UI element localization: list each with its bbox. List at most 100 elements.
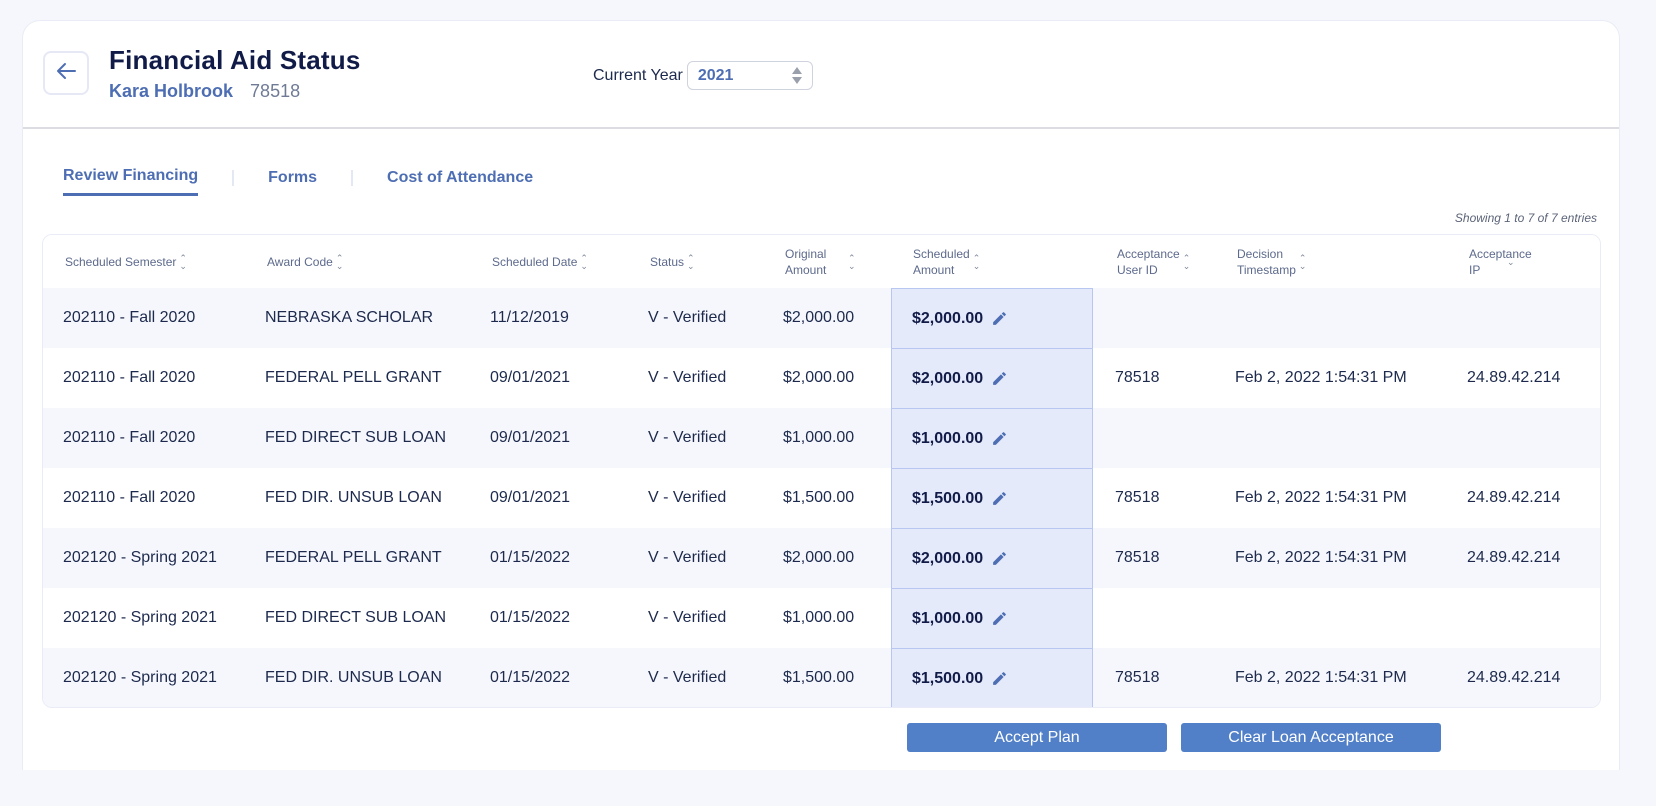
back-button[interactable] (43, 51, 89, 95)
cell-semester: 202110 - Fall 2020 (63, 429, 196, 446)
tab-cost-of-attendance[interactable]: Cost of Attendance (387, 168, 534, 186)
current-year-label: Current Year (593, 66, 683, 84)
column-header-acceptance-user-id[interactable]: Acceptance User ID ⌃ ⌄ (1117, 246, 1191, 277)
table-row: 202110 - Fall 2020 NEBRASKA SCHOLAR 11/1… (43, 288, 1600, 348)
scheduled-amount-value: $1,500.00 (912, 489, 984, 507)
column-header-award-code[interactable]: Award Code ⌃ ⌄ (267, 252, 344, 271)
accept-plan-button[interactable]: Accept Plan (907, 723, 1167, 752)
cell-semester: 202110 - Fall 2020 (63, 369, 196, 386)
current-year-value: 2021 (697, 66, 734, 84)
scheduled-amount-value: $2,000.00 (912, 549, 984, 567)
sort-icon[interactable]: ⌃ ⌄ (848, 252, 856, 271)
table-row: 202110 - Fall 2020 FED DIR. UNSUB LOAN 0… (43, 468, 1600, 528)
sort-icon[interactable]: ⌃ ⌄ (580, 252, 588, 271)
cell-acceptance-user-id: 78518 (1115, 369, 1160, 386)
page-header: Financial Aid Status Kara Holbrook 78518… (23, 21, 1619, 129)
spinner-down-icon[interactable] (791, 77, 802, 84)
cell-original-amount: $1,500.00 (783, 489, 855, 506)
cell-award-code: NEBRASKA SCHOLAR (265, 309, 434, 326)
pencil-icon[interactable] (991, 550, 1008, 567)
cell-decision-timestamp: Feb 2, 2022 1:54:31 PM (1235, 549, 1407, 566)
cell-scheduled-amount[interactable]: $1,000.00 (891, 588, 1093, 648)
cell-award-code: FED DIRECT SUB LOAN (265, 429, 447, 446)
sort-icon[interactable]: ⌃ ⌄ (1182, 252, 1191, 271)
pencil-icon[interactable] (991, 490, 1008, 507)
student-id: 78518 (250, 81, 301, 101)
cell-status: V - Verified (648, 609, 727, 626)
page-title: Financial Aid Status (109, 45, 361, 75)
sort-icon[interactable]: ⌃ ⌄ (335, 252, 344, 271)
column-header-original-amount[interactable]: Original Amount ⌃ ⌄ (785, 246, 856, 277)
pencil-icon[interactable] (991, 430, 1008, 447)
cell-original-amount: $2,000.00 (783, 309, 855, 326)
pencil-icon[interactable] (991, 610, 1008, 627)
cell-decision-timestamp: Feb 2, 2022 1:54:31 PM (1235, 669, 1407, 686)
entries-count: Showing 1 to 7 of 7 entries (1454, 211, 1597, 225)
cell-status: V - Verified (648, 369, 727, 386)
cell-acceptance-ip: 24.89.42.214 (1467, 549, 1561, 566)
current-year-select[interactable]: 2021 (686, 61, 813, 90)
pencil-icon[interactable] (991, 310, 1008, 327)
column-header-decision-timestamp[interactable]: Decision Timestamp ⌃ ⌄ (1237, 246, 1307, 277)
cell-scheduled-amount[interactable]: $2,000.00 (891, 528, 1093, 588)
cell-status: V - Verified (648, 309, 727, 326)
financing-table: Scheduled Semester ⌃ ⌄ Award Code ⌃ ⌄ Schedu… (42, 234, 1601, 708)
current-year-control: Current Year 2021 (593, 61, 813, 90)
cell-original-amount: $1,500.00 (783, 669, 855, 686)
cell-award-code: FEDERAL PELL GRANT (265, 549, 442, 566)
tab-forms[interactable]: Forms (268, 168, 318, 186)
cell-scheduled-amount[interactable]: $2,000.00 (891, 348, 1093, 408)
cell-scheduled-date: 01/15/2022 (490, 669, 571, 686)
cell-semester: 202110 - Fall 2020 (63, 489, 196, 506)
cell-scheduled-amount[interactable]: $1,000.00 (891, 408, 1093, 468)
scheduled-amount-value: $1,000.00 (912, 609, 984, 627)
spinner-arrows-icon[interactable] (791, 67, 802, 84)
cell-scheduled-date: 11/12/2019 (490, 309, 569, 326)
column-header-scheduled-date[interactable]: Scheduled Date ⌃ ⌄ (492, 252, 588, 271)
cell-status: V - Verified (648, 429, 727, 446)
cell-acceptance-user-id: 78518 (1115, 549, 1160, 566)
pencil-icon[interactable] (991, 670, 1008, 687)
cell-award-code: FED DIRECT SUB LOAN (265, 609, 447, 626)
table-row: 202110 - Fall 2020 FED DIRECT SUB LOAN 0… (43, 408, 1600, 468)
column-header-status[interactable]: Status ⌃ ⌄ (650, 252, 695, 271)
tab-review-financing[interactable]: Review Financing (63, 167, 199, 196)
cell-original-amount: $1,000.00 (783, 609, 855, 626)
sort-icon[interactable]: ⌄ (1507, 256, 1515, 267)
column-header-scheduled-amount[interactable]: Scheduled Amount ⌃ ⌄ (913, 246, 981, 277)
cell-acceptance-ip: 24.89.42.214 (1467, 669, 1561, 686)
cell-award-code: FEDERAL PELL GRANT (265, 369, 442, 386)
sort-icon[interactable]: ⌃ ⌄ (179, 252, 187, 271)
scheduled-amount-value: $2,000.00 (912, 369, 984, 387)
cell-scheduled-date: 09/01/2021 (490, 489, 571, 506)
cell-original-amount: $2,000.00 (783, 369, 855, 386)
column-header-acceptance-ip[interactable]: Acceptance IP ⌄ (1469, 246, 1532, 277)
spinner-up-icon[interactable] (791, 67, 802, 74)
cell-scheduled-date: 09/01/2021 (490, 369, 571, 386)
cell-original-amount: $2,000.00 (783, 549, 855, 566)
sort-icon[interactable]: ⌃ ⌄ (1298, 252, 1307, 271)
tab-bar: Review Financing Forms Cost of Attendanc… (63, 167, 533, 196)
table-header: Scheduled Semester ⌃ ⌄ Award Code ⌃ ⌄ Schedu… (43, 235, 1600, 288)
cell-semester: 202120 - Spring 2021 (63, 549, 217, 566)
cell-semester: 202120 - Spring 2021 (63, 669, 217, 686)
student-info: Kara Holbrook 78518 (109, 81, 300, 102)
scheduled-amount-value: $1,500.00 (912, 669, 984, 687)
column-header-semester[interactable]: Scheduled Semester ⌃ ⌄ (65, 252, 187, 271)
student-name: Kara Holbrook (109, 81, 234, 101)
table-row: 202120 - Spring 2021 FEDERAL PELL GRANT … (43, 528, 1600, 588)
table-row: 202120 - Spring 2021 FED DIRECT SUB LOAN… (43, 588, 1600, 648)
cell-scheduled-amount[interactable]: $1,500.00 (891, 468, 1093, 528)
scheduled-amount-value: $1,000.00 (912, 429, 984, 447)
pencil-icon[interactable] (991, 370, 1008, 387)
scheduled-amount-value: $2,000.00 (912, 309, 984, 327)
sort-icon[interactable]: ⌃ ⌄ (972, 252, 981, 271)
cell-scheduled-amount[interactable]: $2,000.00 (891, 288, 1093, 348)
cell-decision-timestamp: Feb 2, 2022 1:54:31 PM (1235, 489, 1407, 506)
clear-loan-acceptance-button[interactable]: Clear Loan Acceptance (1181, 723, 1441, 752)
arrow-left-icon (55, 62, 77, 85)
cell-scheduled-amount[interactable]: $1,500.00 (891, 648, 1093, 707)
sort-icon[interactable]: ⌃ ⌄ (687, 252, 695, 271)
tab-divider (351, 169, 354, 186)
cell-acceptance-ip: 24.89.42.214 (1467, 369, 1561, 386)
